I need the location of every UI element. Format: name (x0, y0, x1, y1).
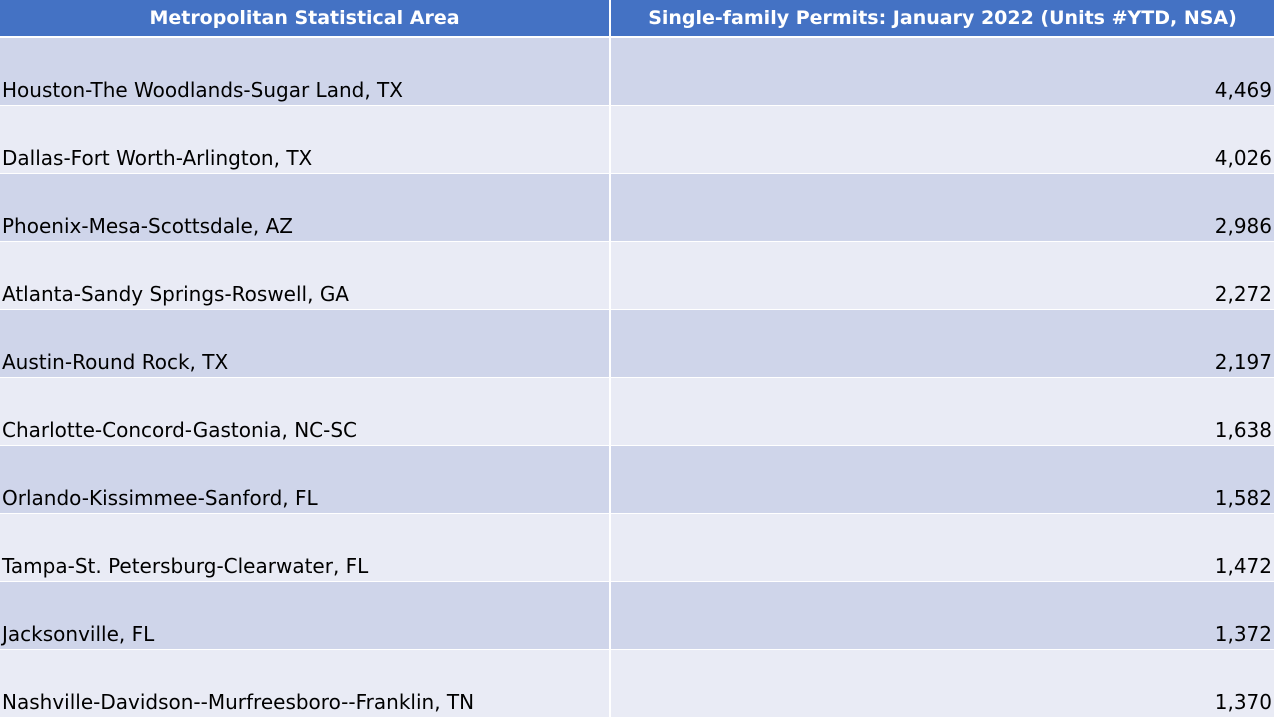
table-row: Houston-The Woodlands-Sugar Land, TX 4,46… (0, 38, 1274, 106)
permits-cell: 1,372 (1214, 622, 1272, 646)
area-cell: Phoenix-Mesa-Scottsdale, AZ (0, 174, 611, 241)
permits-cell: 2,272 (1214, 282, 1272, 306)
table-row: Nashville-Davidson--Murfreesboro--Frankl… (0, 650, 1274, 718)
area-cell: Jacksonville, FL (0, 582, 611, 649)
permits-cell: 2,197 (1214, 350, 1272, 374)
area-cell: Houston-The Woodlands-Sugar Land, TX (0, 38, 611, 105)
area-cell: Nashville-Davidson--Murfreesboro--Frankl… (0, 650, 611, 717)
table-row: Jacksonville, FL 1,372 (0, 582, 1274, 650)
area-cell: Tampa-St. Petersburg-Clearwater, FL (0, 514, 611, 581)
table-row: Orlando-Kissimmee-Sanford, FL 1,582 (0, 446, 1274, 514)
permits-cell: 1,370 (1214, 690, 1272, 714)
header-row: Metropolitan Statistical Area Single-fam… (0, 0, 1274, 38)
permits-cell: 2,986 (1214, 214, 1272, 238)
permits-cell: 1,638 (1214, 418, 1272, 442)
area-cell: Dallas-Fort Worth-Arlington, TX (0, 106, 611, 173)
permits-cell: 1,472 (1214, 554, 1272, 578)
permits-cell: 1,582 (1214, 486, 1272, 510)
table-row: Phoenix-Mesa-Scottsdale, AZ 2,986 (0, 174, 1274, 242)
table-row: Austin-Round Rock, TX 2,197 (0, 310, 1274, 378)
table-row: Dallas-Fort Worth-Arlington, TX 4,026 (0, 106, 1274, 174)
area-cell: Atlanta-Sandy Springs-Roswell, GA (0, 242, 611, 309)
table-row: Tampa-St. Petersburg-Clearwater, FL 1,472 (0, 514, 1274, 582)
area-cell: Orlando-Kissimmee-Sanford, FL (0, 446, 611, 513)
permits-cell: 4,469 (1214, 78, 1272, 102)
table-row: Atlanta-Sandy Springs-Roswell, GA 2,272 (0, 242, 1274, 310)
header-cell: Single-family Permits: January 2022 (Uni… (648, 7, 1237, 29)
table-row: Charlotte-Concord-Gastonia, NC-SC 1,638 (0, 378, 1274, 446)
permits-cell: 4,026 (1214, 146, 1272, 170)
header-cell: Metropolitan Statistical Area (0, 0, 611, 36)
area-cell: Austin-Round Rock, TX (0, 310, 611, 377)
area-cell: Charlotte-Concord-Gastonia, NC-SC (0, 378, 611, 445)
